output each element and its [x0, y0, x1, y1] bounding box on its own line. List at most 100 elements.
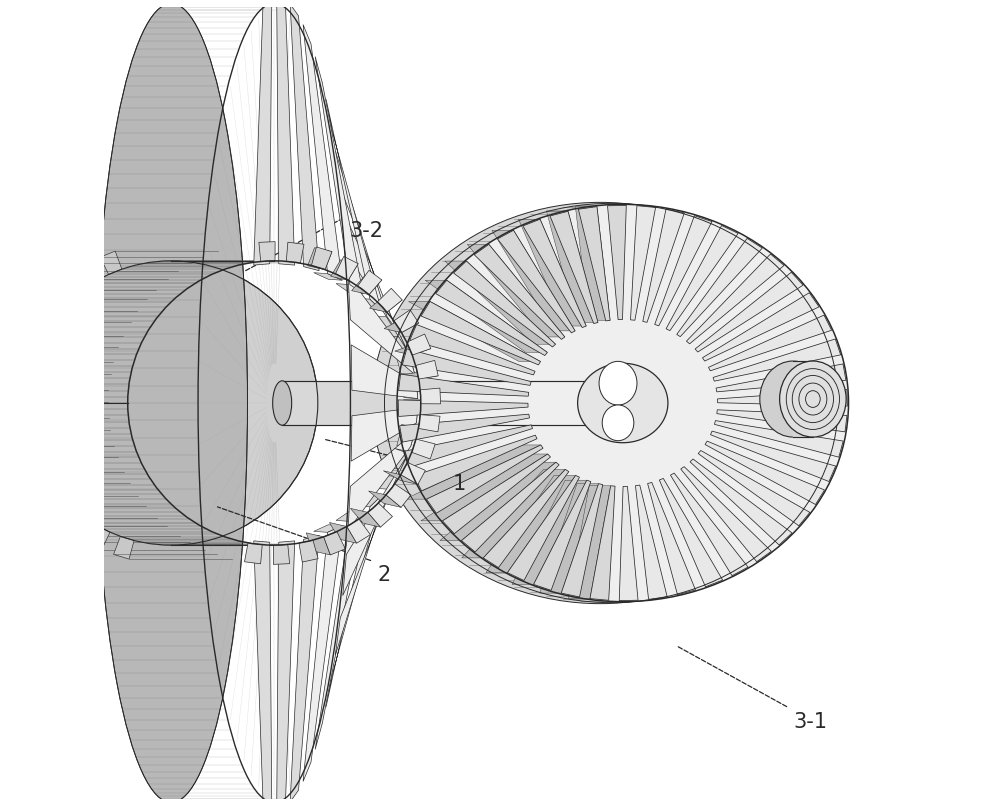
Polygon shape	[702, 293, 819, 361]
Polygon shape	[373, 476, 396, 489]
Polygon shape	[690, 459, 792, 545]
Polygon shape	[387, 454, 408, 469]
Polygon shape	[686, 254, 784, 344]
Polygon shape	[20, 322, 45, 343]
Polygon shape	[35, 299, 60, 322]
Polygon shape	[368, 503, 392, 527]
Polygon shape	[714, 421, 843, 457]
Polygon shape	[290, 535, 319, 802]
Polygon shape	[5, 374, 27, 392]
Polygon shape	[421, 301, 541, 365]
Polygon shape	[575, 206, 610, 320]
Ellipse shape	[605, 380, 624, 426]
Polygon shape	[311, 247, 332, 270]
Polygon shape	[335, 256, 358, 280]
Polygon shape	[303, 526, 342, 781]
Polygon shape	[254, 541, 272, 806]
Text: 1: 1	[452, 474, 466, 494]
Polygon shape	[666, 226, 738, 330]
Polygon shape	[467, 244, 565, 337]
Polygon shape	[405, 425, 533, 467]
Polygon shape	[695, 272, 803, 352]
Polygon shape	[373, 316, 396, 330]
Polygon shape	[705, 441, 824, 505]
Polygon shape	[497, 231, 575, 333]
Polygon shape	[75, 263, 99, 287]
Polygon shape	[259, 242, 275, 261]
Polygon shape	[436, 280, 547, 355]
Polygon shape	[717, 409, 847, 432]
Polygon shape	[347, 519, 370, 543]
Ellipse shape	[95, 3, 247, 803]
Polygon shape	[315, 513, 363, 750]
Polygon shape	[394, 310, 419, 333]
Polygon shape	[648, 483, 696, 595]
Text: 3-2: 3-2	[349, 221, 383, 241]
Polygon shape	[655, 216, 712, 326]
Polygon shape	[461, 462, 559, 552]
Polygon shape	[358, 270, 382, 294]
Polygon shape	[454, 261, 556, 347]
Polygon shape	[412, 439, 435, 459]
Polygon shape	[394, 448, 430, 459]
Polygon shape	[512, 480, 587, 584]
Polygon shape	[386, 484, 411, 507]
Polygon shape	[561, 484, 603, 597]
Ellipse shape	[372, 202, 828, 604]
Polygon shape	[540, 484, 599, 593]
Polygon shape	[483, 469, 569, 567]
Polygon shape	[578, 206, 610, 321]
Polygon shape	[335, 151, 396, 330]
Polygon shape	[717, 389, 847, 406]
Polygon shape	[492, 231, 575, 331]
Polygon shape	[343, 210, 408, 351]
Polygon shape	[643, 209, 684, 322]
Polygon shape	[420, 388, 441, 404]
Ellipse shape	[780, 361, 846, 437]
Polygon shape	[306, 533, 330, 555]
Ellipse shape	[397, 205, 849, 601]
Text: 3-1: 3-1	[793, 712, 827, 732]
Polygon shape	[400, 414, 529, 442]
Polygon shape	[331, 260, 358, 280]
Polygon shape	[445, 261, 556, 344]
Polygon shape	[416, 360, 438, 379]
Polygon shape	[254, 0, 272, 265]
Ellipse shape	[599, 361, 637, 405]
Polygon shape	[53, 279, 78, 303]
Polygon shape	[277, 0, 295, 265]
Polygon shape	[397, 359, 415, 375]
Polygon shape	[403, 382, 418, 399]
Polygon shape	[351, 345, 418, 399]
Polygon shape	[348, 276, 415, 375]
Polygon shape	[356, 495, 381, 507]
Polygon shape	[716, 364, 846, 392]
Polygon shape	[370, 296, 402, 312]
Polygon shape	[401, 425, 438, 432]
Polygon shape	[384, 319, 419, 333]
Polygon shape	[523, 219, 586, 327]
Polygon shape	[282, 380, 615, 426]
Polygon shape	[401, 463, 425, 484]
Polygon shape	[369, 491, 401, 507]
Polygon shape	[383, 471, 418, 484]
Polygon shape	[87, 526, 110, 550]
Polygon shape	[402, 349, 531, 385]
Polygon shape	[10, 347, 34, 367]
Polygon shape	[290, 4, 319, 271]
Polygon shape	[534, 480, 591, 590]
Polygon shape	[277, 541, 295, 806]
Polygon shape	[15, 451, 39, 472]
Polygon shape	[403, 406, 418, 423]
Polygon shape	[427, 445, 543, 513]
Polygon shape	[405, 445, 541, 499]
Polygon shape	[681, 467, 771, 562]
Polygon shape	[462, 469, 565, 558]
Polygon shape	[710, 431, 836, 481]
Polygon shape	[407, 334, 431, 355]
Polygon shape	[590, 486, 615, 600]
Polygon shape	[27, 473, 52, 496]
Polygon shape	[708, 315, 832, 371]
Polygon shape	[5, 402, 25, 418]
Polygon shape	[43, 494, 68, 517]
